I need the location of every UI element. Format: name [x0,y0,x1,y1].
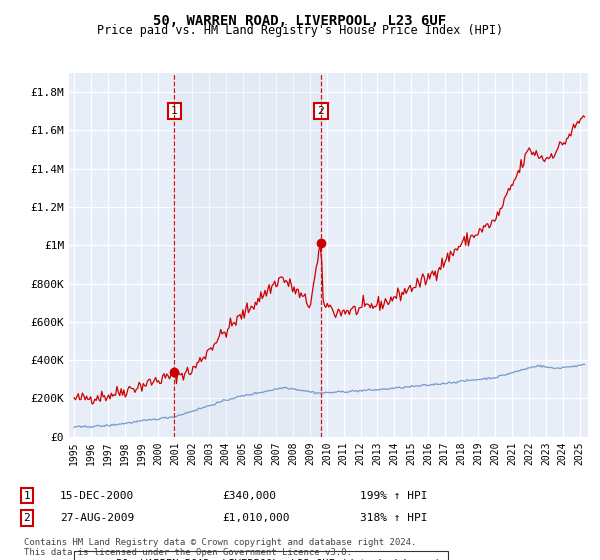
Text: 27-AUG-2009: 27-AUG-2009 [60,513,134,523]
Text: 2: 2 [317,106,324,116]
Text: Contains HM Land Registry data © Crown copyright and database right 2024.
This d: Contains HM Land Registry data © Crown c… [24,538,416,557]
Bar [175,73,321,437]
Text: £1,010,000: £1,010,000 [222,513,290,523]
Text: 318% ↑ HPI: 318% ↑ HPI [360,513,427,523]
Text: 2: 2 [23,513,31,523]
Legend: 50, WARREN ROAD, LIVERPOOL, L23 6UF (detached house), HPI: Average price, detach: 50, WARREN ROAD, LIVERPOOL, L23 6UF (det… [74,551,448,560]
Text: 15-DEC-2000: 15-DEC-2000 [60,491,134,501]
Text: £340,000: £340,000 [222,491,276,501]
Text: 1: 1 [23,491,31,501]
Text: 50, WARREN ROAD, LIVERPOOL, L23 6UF: 50, WARREN ROAD, LIVERPOOL, L23 6UF [154,14,446,28]
Text: 199% ↑ HPI: 199% ↑ HPI [360,491,427,501]
Text: Price paid vs. HM Land Registry's House Price Index (HPI): Price paid vs. HM Land Registry's House … [97,24,503,37]
Text: 1: 1 [171,106,178,116]
